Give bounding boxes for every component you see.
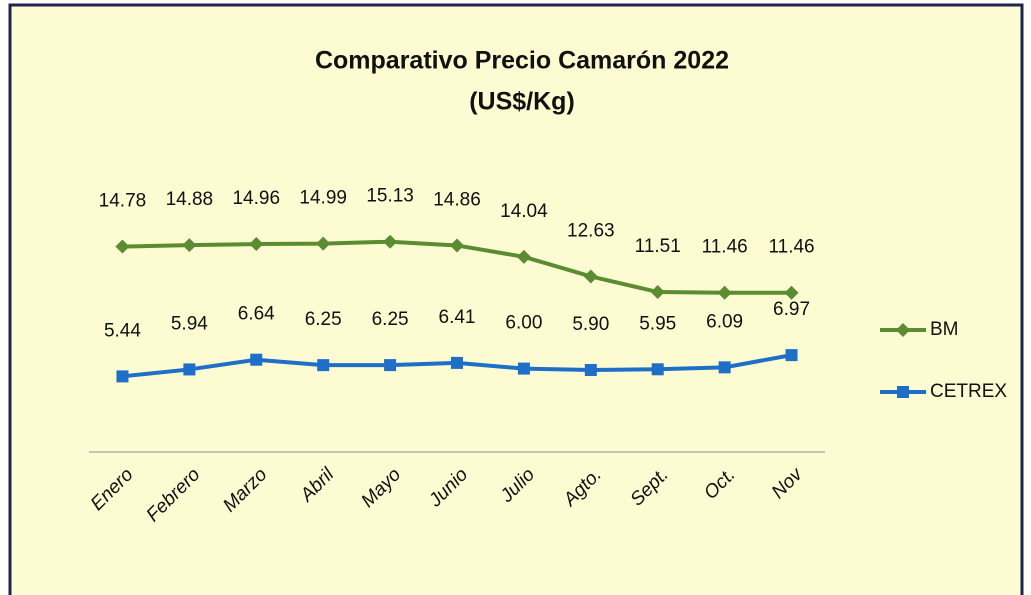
point-marker bbox=[451, 356, 463, 369]
data-label: 11.46 bbox=[768, 237, 814, 258]
point-marker bbox=[384, 359, 397, 372]
data-label: 5.44 bbox=[104, 320, 141, 341]
point-marker bbox=[250, 353, 263, 366]
point-marker bbox=[517, 362, 530, 375]
data-label: 5.94 bbox=[171, 313, 208, 334]
point-marker bbox=[115, 239, 130, 254]
chart-area bbox=[8, 3, 1024, 595]
point-marker bbox=[584, 363, 597, 376]
point-marker bbox=[650, 285, 665, 300]
point-marker bbox=[316, 236, 331, 251]
point-marker bbox=[717, 285, 732, 300]
data-label: 6.00 bbox=[505, 313, 542, 334]
legend-label: CETREX bbox=[930, 381, 1007, 402]
point-marker bbox=[516, 249, 531, 264]
point-marker bbox=[383, 234, 398, 249]
data-label: 5.90 bbox=[572, 314, 609, 335]
legend-label: BM bbox=[930, 319, 959, 340]
data-label: 14.78 bbox=[99, 191, 147, 212]
point-marker bbox=[785, 349, 798, 362]
data-label: 14.86 bbox=[433, 189, 481, 210]
data-label: 11.46 bbox=[702, 237, 748, 258]
data-label: 6.25 bbox=[372, 309, 409, 330]
point-marker bbox=[317, 359, 330, 372]
data-label: 6.41 bbox=[439, 307, 476, 328]
data-label: 6.25 bbox=[305, 309, 342, 330]
point-marker bbox=[897, 386, 909, 398]
data-label: 5.95 bbox=[639, 313, 676, 334]
data-label: 6.97 bbox=[773, 299, 810, 320]
point-marker bbox=[116, 370, 129, 383]
data-label: 11.51 bbox=[635, 236, 681, 257]
data-label: 12.63 bbox=[567, 220, 615, 241]
data-label: 14.99 bbox=[299, 188, 347, 209]
point-marker bbox=[718, 361, 731, 374]
data-label: 14.04 bbox=[500, 201, 548, 222]
data-label: 6.09 bbox=[706, 311, 743, 332]
data-label: 15.13 bbox=[366, 186, 414, 207]
chart-title: Comparativo Precio Camarón 2022 bbox=[315, 47, 729, 75]
data-label: 14.96 bbox=[232, 188, 280, 209]
data-label: 6.64 bbox=[238, 304, 275, 325]
point-marker bbox=[651, 363, 664, 376]
point-marker bbox=[784, 285, 799, 300]
point-marker bbox=[182, 238, 197, 253]
point-marker bbox=[249, 237, 264, 252]
point-marker bbox=[583, 269, 598, 284]
data-label: 14.88 bbox=[166, 189, 214, 210]
point-marker bbox=[896, 323, 910, 337]
chart-subtitle: (US$/Kg) bbox=[469, 88, 575, 116]
point-marker bbox=[450, 238, 464, 253]
point-marker bbox=[183, 363, 196, 376]
